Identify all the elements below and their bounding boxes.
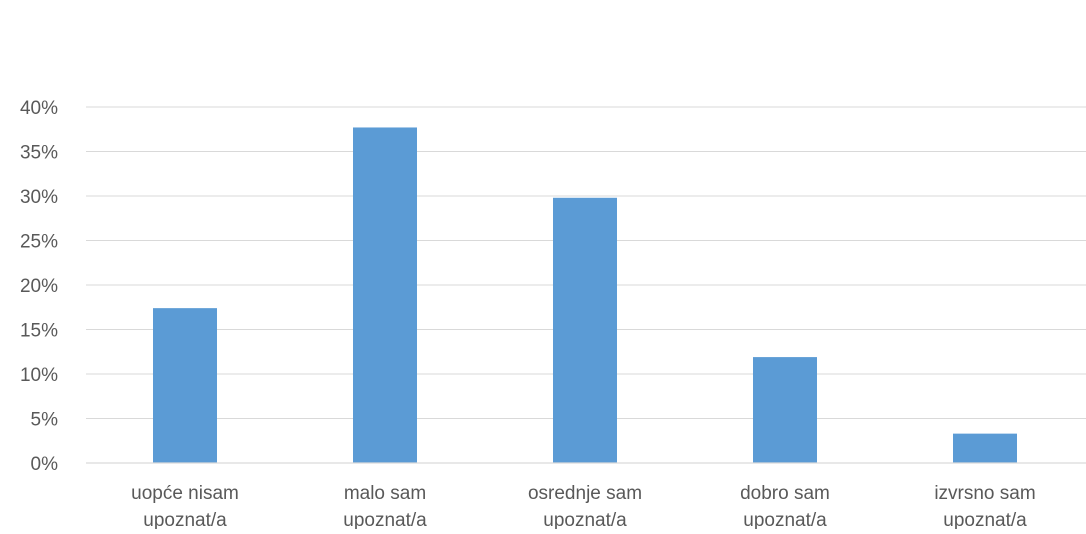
bar	[953, 433, 1017, 463]
x-tick-label: uopće nisam	[131, 483, 239, 504]
y-axis-tick-labels: 0% 5% 10% 15% 20% 25% 30% 35% 40%	[20, 98, 58, 475]
y-tick-label: 15%	[20, 321, 58, 342]
y-tick-label: 20%	[20, 276, 58, 297]
y-tick-label: 40%	[20, 98, 58, 119]
y-tick-label: 0%	[31, 454, 59, 475]
x-tick-label: upoznat/a	[743, 510, 827, 529]
x-tick-label: izvrsno sam	[934, 483, 1035, 504]
bar	[153, 308, 217, 463]
x-axis-tick-labels: uopće nisam upoznat/a malo sam upoznat/a osr…	[131, 483, 1036, 531]
x-tick-label: osrednje sam	[528, 483, 642, 504]
y-tick-label: 30%	[20, 187, 58, 208]
x-tick-label: upoznat/a	[943, 510, 1027, 529]
y-tick-label: 25%	[20, 232, 58, 253]
y-tick-label: 5%	[31, 410, 59, 431]
bar	[553, 197, 617, 463]
bar	[753, 357, 817, 463]
x-tick-label: upoznat/a	[143, 510, 227, 529]
x-tick-label: upoznat/a	[343, 510, 427, 529]
x-tick-label: upoznat/a	[543, 510, 627, 529]
bars	[153, 127, 1017, 463]
y-tick-label: 10%	[20, 365, 58, 386]
x-tick-label: malo sam	[344, 483, 426, 504]
bar	[353, 127, 417, 463]
y-tick-label: 35%	[20, 143, 58, 164]
x-tick-label: dobro sam	[740, 483, 830, 504]
